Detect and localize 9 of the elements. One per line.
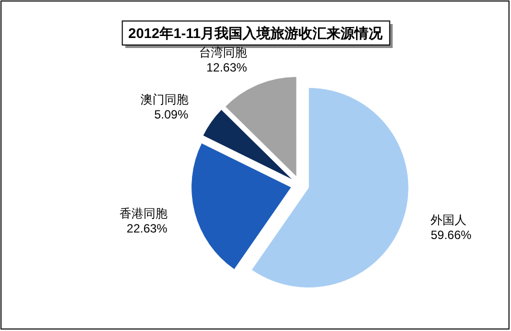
- data-label: 5.09%: [154, 108, 189, 122]
- data-label: 22.63%: [126, 221, 168, 236]
- slice-label: 澳门同胞: [140, 92, 188, 107]
- data-label: 12.63%: [206, 60, 248, 75]
- slice-label: 台湾同胞: [199, 46, 248, 60]
- data-label: 59.66%: [430, 228, 472, 242]
- slice-label: 外国人: [430, 212, 467, 227]
- chart-title: 2012年1-11月我国入境旅游收汇来源情况: [128, 25, 384, 41]
- slice-label: 香港同胞: [119, 206, 168, 220]
